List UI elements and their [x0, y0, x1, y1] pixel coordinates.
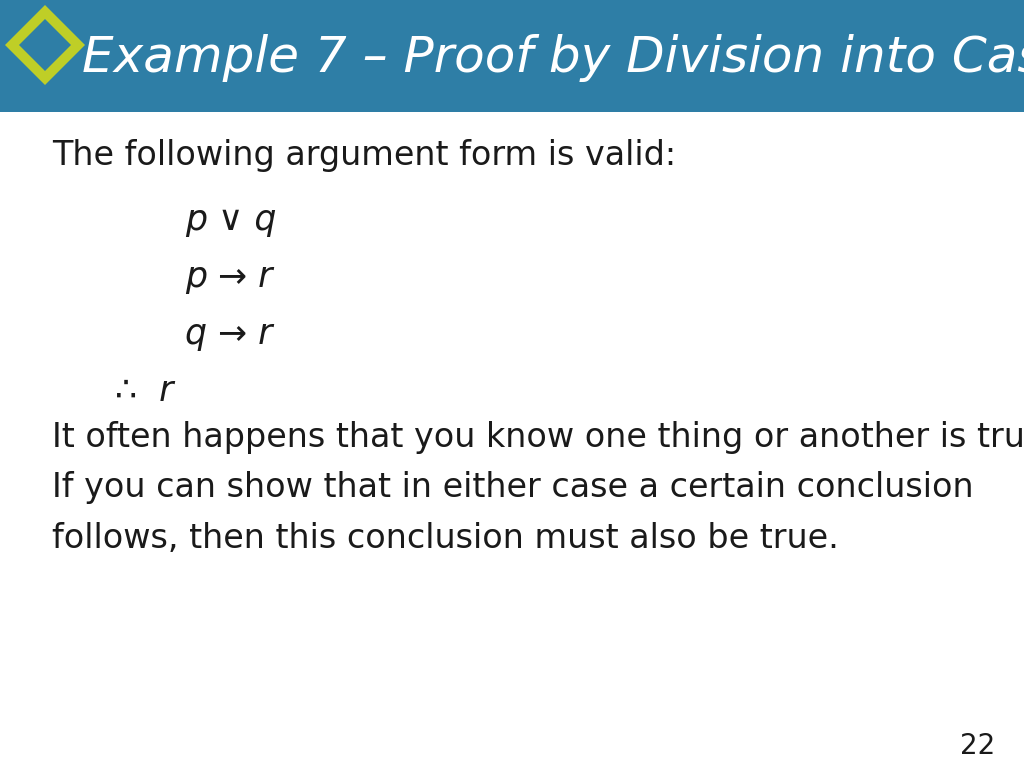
Text: p ∨ q: p ∨ q [185, 203, 276, 237]
Polygon shape [5, 5, 85, 85]
Text: If you can show that in either case a certain conclusion: If you can show that in either case a ce… [52, 472, 974, 505]
Text: 22: 22 [959, 732, 995, 760]
Text: Example 7 – Proof by Division into Cases: Example 7 – Proof by Division into Cases [82, 34, 1024, 82]
Text: ∴  r: ∴ r [115, 374, 173, 408]
Text: It often happens that you know one thing or another is true.: It often happens that you know one thing… [52, 422, 1024, 455]
Text: p → r: p → r [185, 260, 272, 294]
Bar [0, 0, 1024, 112]
Text: q → r: q → r [185, 317, 272, 351]
Text: The following argument form is valid:: The following argument form is valid: [52, 138, 676, 171]
Polygon shape [19, 19, 71, 71]
Text: follows, then this conclusion must also be true.: follows, then this conclusion must also … [52, 521, 839, 554]
